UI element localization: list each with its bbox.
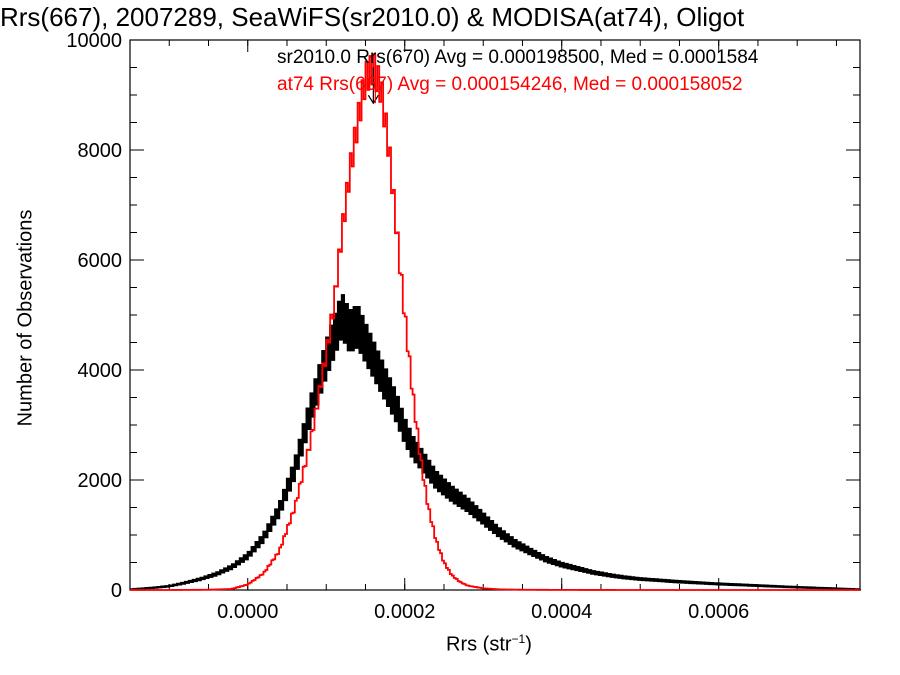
x-tick-label: 0.0002	[374, 601, 435, 623]
y-axis-label: Number of Observations	[14, 209, 37, 427]
median-arrow-head	[367, 94, 379, 105]
y-tick-label: 0	[111, 580, 122, 602]
y-tick-label: 8000	[78, 140, 123, 162]
y-tick-label: 4000	[78, 360, 123, 382]
chart-title: Rrs(667), 2007289, SeaWiFS(sr2010.0) & M…	[0, 2, 745, 32]
x-tick-label: 0.0000	[217, 601, 278, 623]
y-tick-label: 6000	[78, 250, 123, 272]
plot-frame	[129, 39, 861, 591]
histogram-line	[130, 53, 860, 591]
median-markers	[367, 67, 379, 105]
x-tick-label: 0.0006	[688, 601, 749, 623]
x-axis-label-close: )	[525, 633, 532, 656]
annotation-seawifs-stats: sr2010.0 Rrs(670) Avg = 0.000198500, Med…	[277, 47, 759, 68]
x-axis-label-superscript: −1	[511, 632, 526, 646]
y-tick-label: 10000	[66, 30, 122, 52]
y-tick-label: 2000	[78, 470, 123, 492]
x-axis-label-text: Rrs (str	[446, 633, 512, 656]
histogram-line	[130, 294, 862, 591]
axes: 0.0000 0.0002 0.0004 0.0006 0 2000 4000 6000 800…	[66, 30, 861, 623]
annotation-modis-stats: at74 Rrs(667) Avg = 0.000154246, Med = 0…	[277, 74, 743, 95]
x-axis-label: Rrs (str−1)	[446, 632, 532, 657]
series-group	[130, 53, 862, 591]
x-tick-label: 0.0004	[531, 601, 592, 623]
